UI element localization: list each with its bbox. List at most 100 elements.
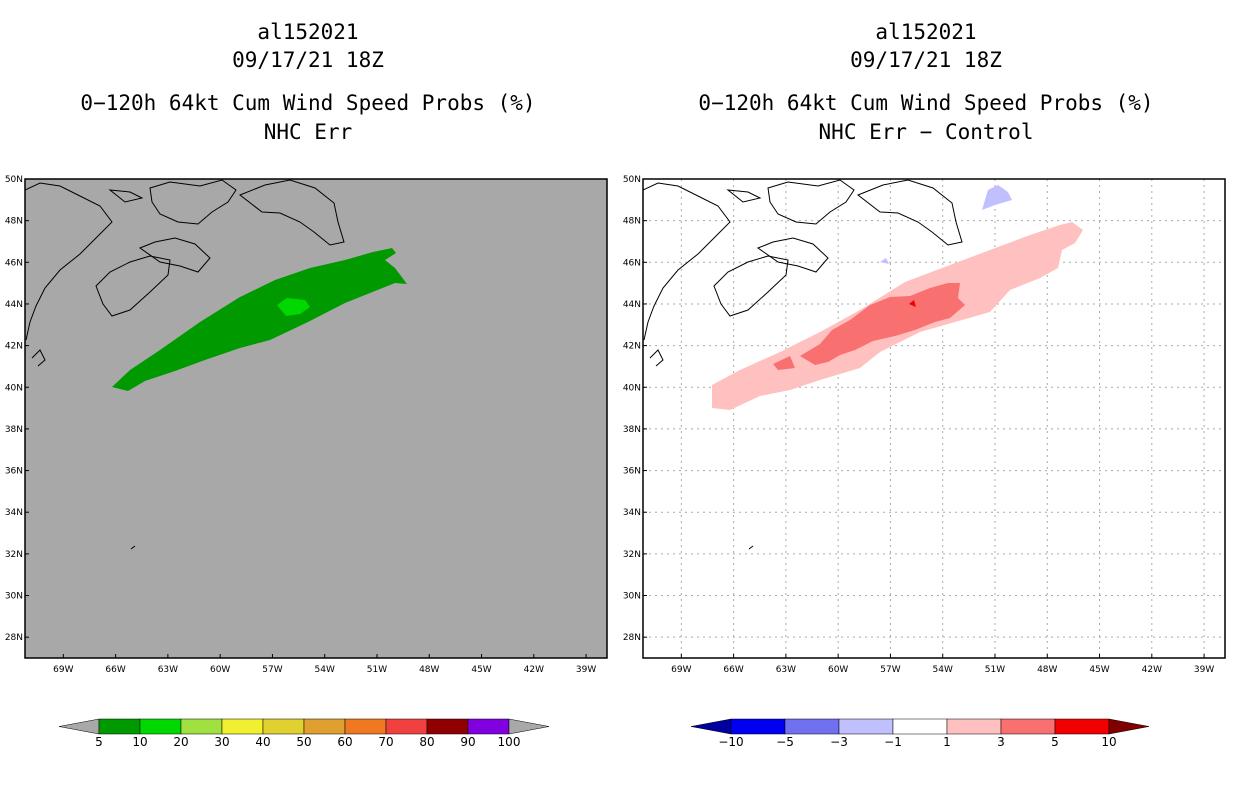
colorbar-swatch (946, 718, 1002, 735)
lat-tick-label: 42N (5, 342, 23, 352)
colorbar-label: −5 (776, 735, 794, 749)
lat-tick-label: 46N (623, 258, 641, 268)
lon-tick-label: 63W (776, 665, 796, 675)
colorbar-label: 1 (943, 735, 951, 749)
lat-tick-label: 36N (5, 467, 23, 477)
colorbar-label: 10 (1101, 735, 1116, 749)
left-lon-axis: 69W 66W 63W 60W 57W 54W 51W 48W 45W 42W 39W (53, 654, 596, 675)
colorbar-swatch (426, 718, 469, 735)
right-colorbar: −10 −5 −3 −1 1 3 5 10 (690, 718, 1150, 749)
right-diff-negative-2 (880, 258, 889, 264)
lat-tick-label: 48N (623, 217, 641, 227)
colorbar-high-arrow (508, 718, 550, 735)
lat-tick-label: 36N (623, 467, 641, 477)
lon-tick-label: 51W (367, 665, 387, 675)
colorbar-swatch (892, 718, 948, 735)
colorbar-swatch (467, 718, 510, 735)
colorbar-swatch (385, 718, 428, 735)
colorbar-swatch (838, 718, 894, 735)
colorbar-swatch (98, 718, 141, 735)
colorbar-label: 40 (255, 735, 270, 749)
lat-tick-label: 38N (5, 425, 23, 435)
lat-tick-label: 34N (5, 508, 23, 518)
left-colorbar: 5 10 20 30 40 50 60 70 80 90 100 (58, 718, 550, 749)
left-prob-swath-10-20 (277, 298, 310, 316)
colorbar-low-arrow (58, 718, 100, 735)
lon-tick-label: 57W (262, 665, 282, 675)
right-storm-id: al152021 (875, 20, 977, 44)
lon-tick-label: 42W (1142, 665, 1162, 675)
left-map-frame (24, 178, 608, 659)
lat-tick-label: 40N (5, 383, 23, 393)
colorbar-label: 20 (173, 735, 188, 749)
right-diff-swath-5-10 (909, 300, 916, 307)
colorbar-label: 80 (419, 735, 434, 749)
colorbar-label: 5 (95, 735, 103, 749)
lat-tick-label: 38N (623, 425, 641, 435)
colorbar-label: −3 (830, 735, 848, 749)
lat-tick-label: 46N (5, 258, 23, 268)
colorbar-swatch (1054, 718, 1110, 735)
lon-tick-label: 39W (1194, 665, 1214, 675)
lon-tick-label: 45W (1089, 665, 1109, 675)
left-lat-axis: 50N 48N 46N 44N 42N 40N 38N 36N 34N 32N 30N 28N (5, 175, 29, 643)
lat-tick-label: 42N (623, 342, 641, 352)
lon-tick-label: 69W (53, 665, 73, 675)
lon-tick-label: 66W (723, 665, 743, 675)
right-map-frame (642, 178, 1226, 659)
right-subtitle: NHC Err − Control (818, 120, 1034, 144)
left-product-title: 0−120h 64kt Cum Wind Speed Probs (%) (80, 91, 536, 115)
lon-tick-label: 48W (1037, 665, 1057, 675)
lon-tick-label: 51W (985, 665, 1005, 675)
left-artifact (130, 545, 136, 550)
left-storm-id: al152021 (257, 20, 359, 44)
left-coastline (25, 179, 345, 367)
colorbar-swatch (303, 718, 346, 735)
right-datetime: 09/17/21 18Z (850, 48, 1002, 72)
left-subtitle: NHC Err (263, 120, 353, 144)
colorbar-label: 50 (296, 735, 311, 749)
colorbar-label: 10 (132, 735, 147, 749)
lat-tick-label: 28N (623, 633, 641, 643)
right-map-background (643, 179, 1225, 658)
right-diff-negative-1 (982, 185, 1012, 210)
lat-tick-label: 50N (5, 175, 23, 185)
lon-tick-label: 45W (471, 665, 491, 675)
right-map: 50N 48N 46N 44N 42N 40N 38N 36N 34N 32N 30N 28N 69W… (623, 175, 1226, 675)
colorbar-swatch (344, 718, 387, 735)
colorbar-high-arrow (1108, 718, 1150, 735)
lat-tick-label: 28N (5, 633, 23, 643)
lon-tick-label: 69W (671, 665, 691, 675)
lat-tick-label: 34N (623, 508, 641, 518)
lon-tick-label: 66W (105, 665, 125, 675)
lon-tick-label: 57W (880, 665, 900, 675)
left-map-background (25, 179, 607, 658)
colorbar-swatch (180, 718, 223, 735)
right-artifact (748, 545, 754, 550)
lat-tick-label: 30N (623, 592, 641, 602)
lon-tick-label: 42W (524, 665, 544, 675)
colorbar-swatch (221, 718, 264, 735)
lat-tick-label: 44N (623, 300, 641, 310)
colorbar-low-arrow (690, 718, 732, 735)
left-map: 50N 48N 46N 44N 42N 40N 38N 36N 34N 32N 30N 28N 69W… (5, 175, 608, 675)
left-datetime: 09/17/21 18Z (232, 48, 384, 72)
lon-tick-label: 54W (315, 665, 335, 675)
right-lat-axis: 50N 48N 46N 44N 42N 40N 38N 36N 34N 32N 30N 28N (623, 175, 647, 643)
colorbar-label: 5 (1051, 735, 1059, 749)
colorbar-label: 60 (337, 735, 352, 749)
colorbar-swatch (262, 718, 305, 735)
lon-tick-label: 60W (210, 665, 230, 675)
lat-tick-label: 50N (623, 175, 641, 185)
lon-tick-label: 54W (933, 665, 953, 675)
lon-tick-label: 48W (419, 665, 439, 675)
lat-tick-label: 44N (5, 300, 23, 310)
left-prob-swath-5-10 (112, 248, 407, 391)
lat-tick-label: 30N (5, 592, 23, 602)
colorbar-swatch (784, 718, 840, 735)
colorbar-swatch (1000, 718, 1056, 735)
lat-tick-label: 40N (623, 383, 641, 393)
lat-tick-label: 32N (623, 550, 641, 560)
right-diff-small (745, 384, 751, 388)
